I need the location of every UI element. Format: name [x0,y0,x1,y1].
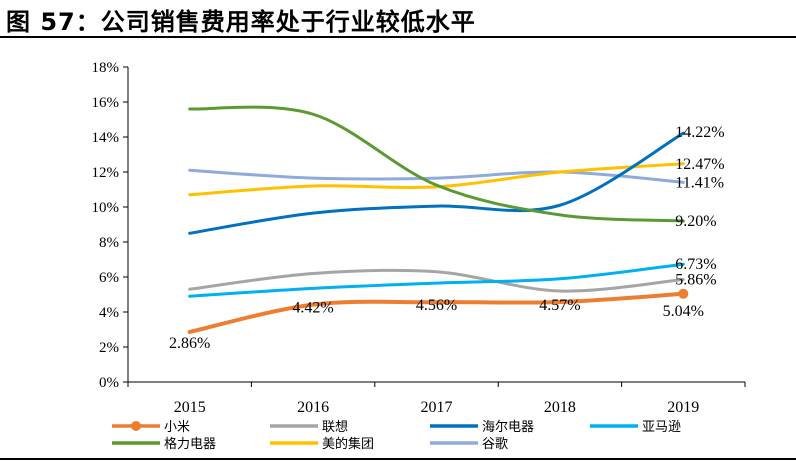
x-tick-label: 2015 [174,399,206,416]
series-line-0 [187,291,686,334]
y-tick-label: 18% [92,60,120,76]
y-tick-label: 16% [92,95,120,111]
data-label: 4.57% [539,297,580,314]
y-tick-label: 8% [99,235,119,251]
x-tick-label: 2016 [297,399,329,416]
legend-label-1: 联想 [322,419,348,435]
y-tick-label: 2% [99,340,119,356]
data-label: 12.47% [675,156,724,173]
figure-title: 图 57：公司销售费用率处于行业较低水平 [6,8,476,36]
series-line-2 [188,131,685,235]
series-line-6 [188,168,685,184]
y-tick-label: 12% [92,165,120,181]
data-label: 5.86% [675,271,716,288]
series-line-4 [188,105,685,223]
legend-marker [131,421,141,431]
data-label: 14.22% [675,124,724,141]
legend-label-6: 谷歌 [482,437,508,452]
y-tick-label: 14% [92,130,120,146]
data-label: 5.04% [663,303,704,320]
data-label: 4.42% [292,300,333,317]
data-label: 9.20% [675,213,716,230]
series-line-5 [188,162,685,197]
title-divider [0,36,796,38]
legend-label-4: 格力电器 [164,436,216,452]
legend-label-0: 小米 [164,420,190,435]
x-tick-label: 2019 [667,399,699,416]
series-line-3 [188,262,685,298]
series-line-1 [188,268,685,293]
x-tick-label: 2017 [421,399,453,416]
y-tick-label: 6% [99,270,119,286]
series-marker [678,288,689,299]
bottom-divider [0,458,796,460]
legend-label-5: 美的集团 [322,436,374,452]
data-label: 11.41% [675,174,724,191]
y-tick-label: 4% [99,305,119,321]
data-label: 4.56% [416,297,457,314]
x-tick-label: 2018 [544,399,576,416]
legend-label-3: 亚马逊 [642,420,681,435]
legend-label-2: 海尔电器 [482,420,534,435]
y-tick-label: 0% [99,375,119,391]
y-tick-label: 10% [92,200,120,216]
data-label: 6.73% [675,256,716,273]
data-label: 2.86% [169,335,210,352]
